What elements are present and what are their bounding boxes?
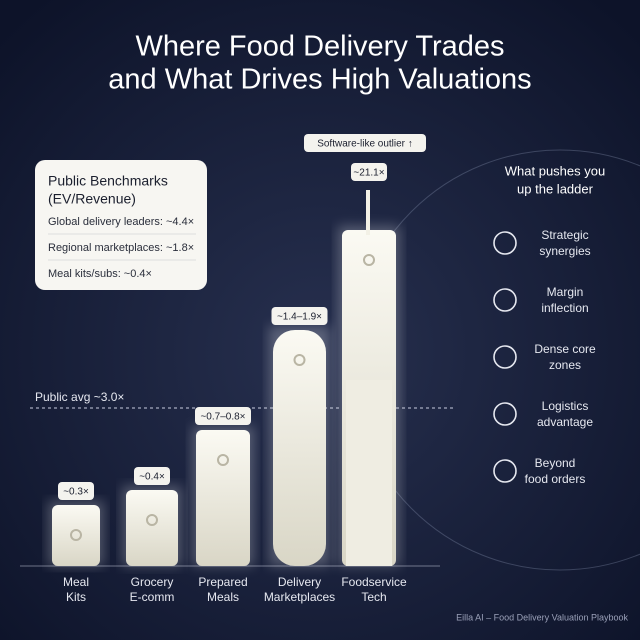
driver-label: Beyond (535, 456, 576, 470)
building-name: Tech (361, 590, 386, 604)
building-name: Kits (66, 590, 86, 604)
pin (363, 254, 375, 266)
spire (366, 190, 370, 235)
card-item: Meal kits/subs: ~0.4× (48, 268, 152, 280)
pin (146, 514, 158, 526)
multiple-badge (195, 407, 251, 425)
driver-icon (493, 459, 517, 483)
driver-icon (493, 288, 517, 312)
multiple-label: ~21.1× (353, 168, 384, 179)
multiple-badge (271, 307, 328, 325)
building-name: Marketplaces (264, 590, 335, 604)
building-name: E-comm (130, 590, 175, 604)
drivers-heading: up the ladder (517, 181, 594, 196)
multiple-label: ~0.3× (63, 487, 89, 498)
building (196, 430, 250, 566)
driver-icon (493, 345, 517, 369)
building (273, 330, 326, 566)
footer: Eilla AI – Food Delivery Valuation Playb… (456, 612, 628, 622)
pin (293, 354, 306, 366)
building-name: Meals (207, 590, 239, 604)
driver-label: food orders (525, 472, 586, 486)
outlier-label: Software-like outlier ↑ (317, 139, 413, 150)
driver-label: synergies (539, 244, 590, 258)
driver-label: Margin (547, 285, 584, 299)
tower-lower (346, 380, 392, 566)
building (126, 490, 178, 566)
multiple-label: ~0.7–0.8× (200, 412, 245, 423)
multiple-badge (351, 163, 387, 181)
benchmark-card (35, 160, 207, 290)
driver-label: advantage (537, 415, 593, 429)
multiple-label: ~1.4–1.9× (277, 312, 322, 323)
card-item: Global delivery leaders: ~4.4× (48, 216, 194, 228)
driver-label: inflection (541, 301, 588, 315)
pin (70, 529, 82, 541)
card-subtitle: (EV/Revenue) (48, 191, 136, 207)
driver-label: Dense core (534, 342, 596, 356)
pin (217, 454, 229, 466)
title: Where Food Delivery Trades (135, 31, 504, 63)
multiple-label: ~0.4× (139, 472, 165, 483)
title: and What Drives High Valuations (108, 64, 531, 96)
driver-icon (493, 402, 517, 426)
driver-label: Strategic (541, 228, 588, 242)
building-name: Grocery (131, 575, 174, 589)
outlier-badge (304, 134, 426, 152)
card-title: Public Benchmarks (48, 173, 168, 189)
card-item: Regional marketplaces: ~1.8× (48, 242, 194, 254)
building-name: Meal (63, 575, 89, 589)
driver-label: Logistics (542, 399, 589, 413)
building-name: Foodservice (341, 575, 407, 589)
multiple-badge (58, 482, 94, 500)
building (52, 505, 100, 566)
drivers-heading: What pushes you (505, 163, 605, 178)
multiple-badge (134, 467, 170, 485)
reference-label: Public avg ~3.0× (35, 390, 124, 404)
driver-icon (493, 231, 517, 255)
building-name: Prepared (198, 575, 247, 589)
driver-label: zones (549, 358, 581, 372)
buildings (48, 190, 400, 566)
building-name: Delivery (278, 575, 321, 589)
